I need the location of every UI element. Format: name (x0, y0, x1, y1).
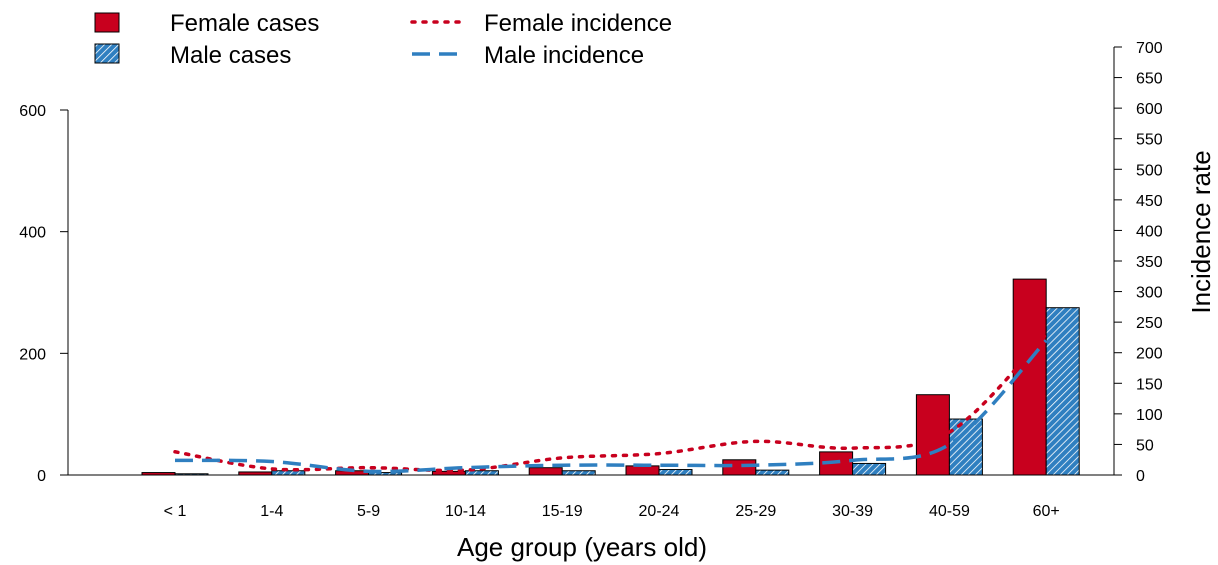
line-male-incidence (174, 339, 1048, 474)
x-tick-label: 10-14 (445, 503, 486, 520)
right-tick-label: 500 (1136, 162, 1163, 179)
right-tick-label: 400 (1136, 223, 1163, 240)
right-tick-label: 650 (1136, 71, 1163, 88)
bar-male-cases (174, 473, 209, 476)
bar-male-cases (271, 470, 306, 476)
left-tick-label: 200 (19, 346, 46, 363)
x-tick-label: < 1 (164, 503, 187, 520)
bar-male-cases (755, 469, 790, 476)
bar-male-cases (1045, 307, 1080, 476)
right-tick-label: 600 (1136, 101, 1163, 118)
bar-male-cases (368, 472, 403, 476)
x-tick-label: 30-39 (832, 503, 873, 520)
left-tick-label: 0 (37, 468, 46, 485)
right-tick-label: 700 (1136, 40, 1163, 57)
bar-male-cases (948, 418, 983, 476)
line-female-incidence (173, 332, 1048, 473)
right-axis: 0 50 100 150 200 250 300 350 400 450 500 550 600 650 7… (1113, 40, 1216, 485)
bar-female-cases (528, 467, 563, 476)
right-axis-title: Incidence rate (1186, 150, 1216, 313)
right-tick-label: 550 (1136, 132, 1163, 149)
x-tick-label: 15-19 (542, 503, 583, 520)
right-tick-label: 250 (1136, 315, 1163, 332)
bar-female-cases (625, 465, 660, 476)
right-tick-label: 350 (1136, 254, 1163, 271)
legend-label-male-incidence: Male incidence (484, 42, 644, 69)
bar-female-cases (141, 472, 176, 476)
bar-female-cases (238, 471, 273, 476)
right-tick-label: 200 (1136, 346, 1163, 363)
legend-swatch-male-cases (94, 43, 120, 64)
left-tick-label: 400 (19, 225, 46, 242)
bar-male-cases (464, 470, 499, 476)
bar-male-cases (561, 470, 596, 476)
right-tick-label: 0 (1136, 468, 1145, 485)
x-axis-title: Age group (years old) (457, 532, 707, 562)
legend-label-female-cases: Female cases (170, 10, 319, 37)
x-tick-label: 5-9 (357, 503, 380, 520)
legend: Female cases Male cases Female incidence… (94, 10, 672, 69)
x-tick-label: 40-59 (929, 503, 970, 520)
x-tick-label: 60+ (1033, 503, 1060, 520)
right-tick-label: 450 (1136, 193, 1163, 210)
legend-swatch-female-cases (94, 12, 120, 33)
x-tick-label: 25-29 (735, 503, 776, 520)
left-tick-label: 600 (19, 103, 46, 120)
legend-label-female-incidence: Female incidence (484, 10, 672, 37)
bar-female-cases (915, 394, 950, 476)
x-tick-label: 20-24 (639, 503, 680, 520)
x-tick-label: 1-4 (260, 503, 283, 520)
bar-male-cases (852, 462, 887, 476)
right-tick-label: 150 (1136, 376, 1163, 393)
bar-female-cases (722, 459, 757, 476)
bar-male-cases (658, 469, 693, 476)
right-tick-label: 50 (1136, 437, 1154, 454)
right-tick-label: 300 (1136, 285, 1163, 302)
left-axis: 0 200 400 600 (19, 103, 69, 485)
bar-female-cases (1012, 278, 1047, 476)
right-tick-label: 100 (1136, 407, 1163, 424)
legend-label-male-cases: Male cases (170, 42, 291, 69)
